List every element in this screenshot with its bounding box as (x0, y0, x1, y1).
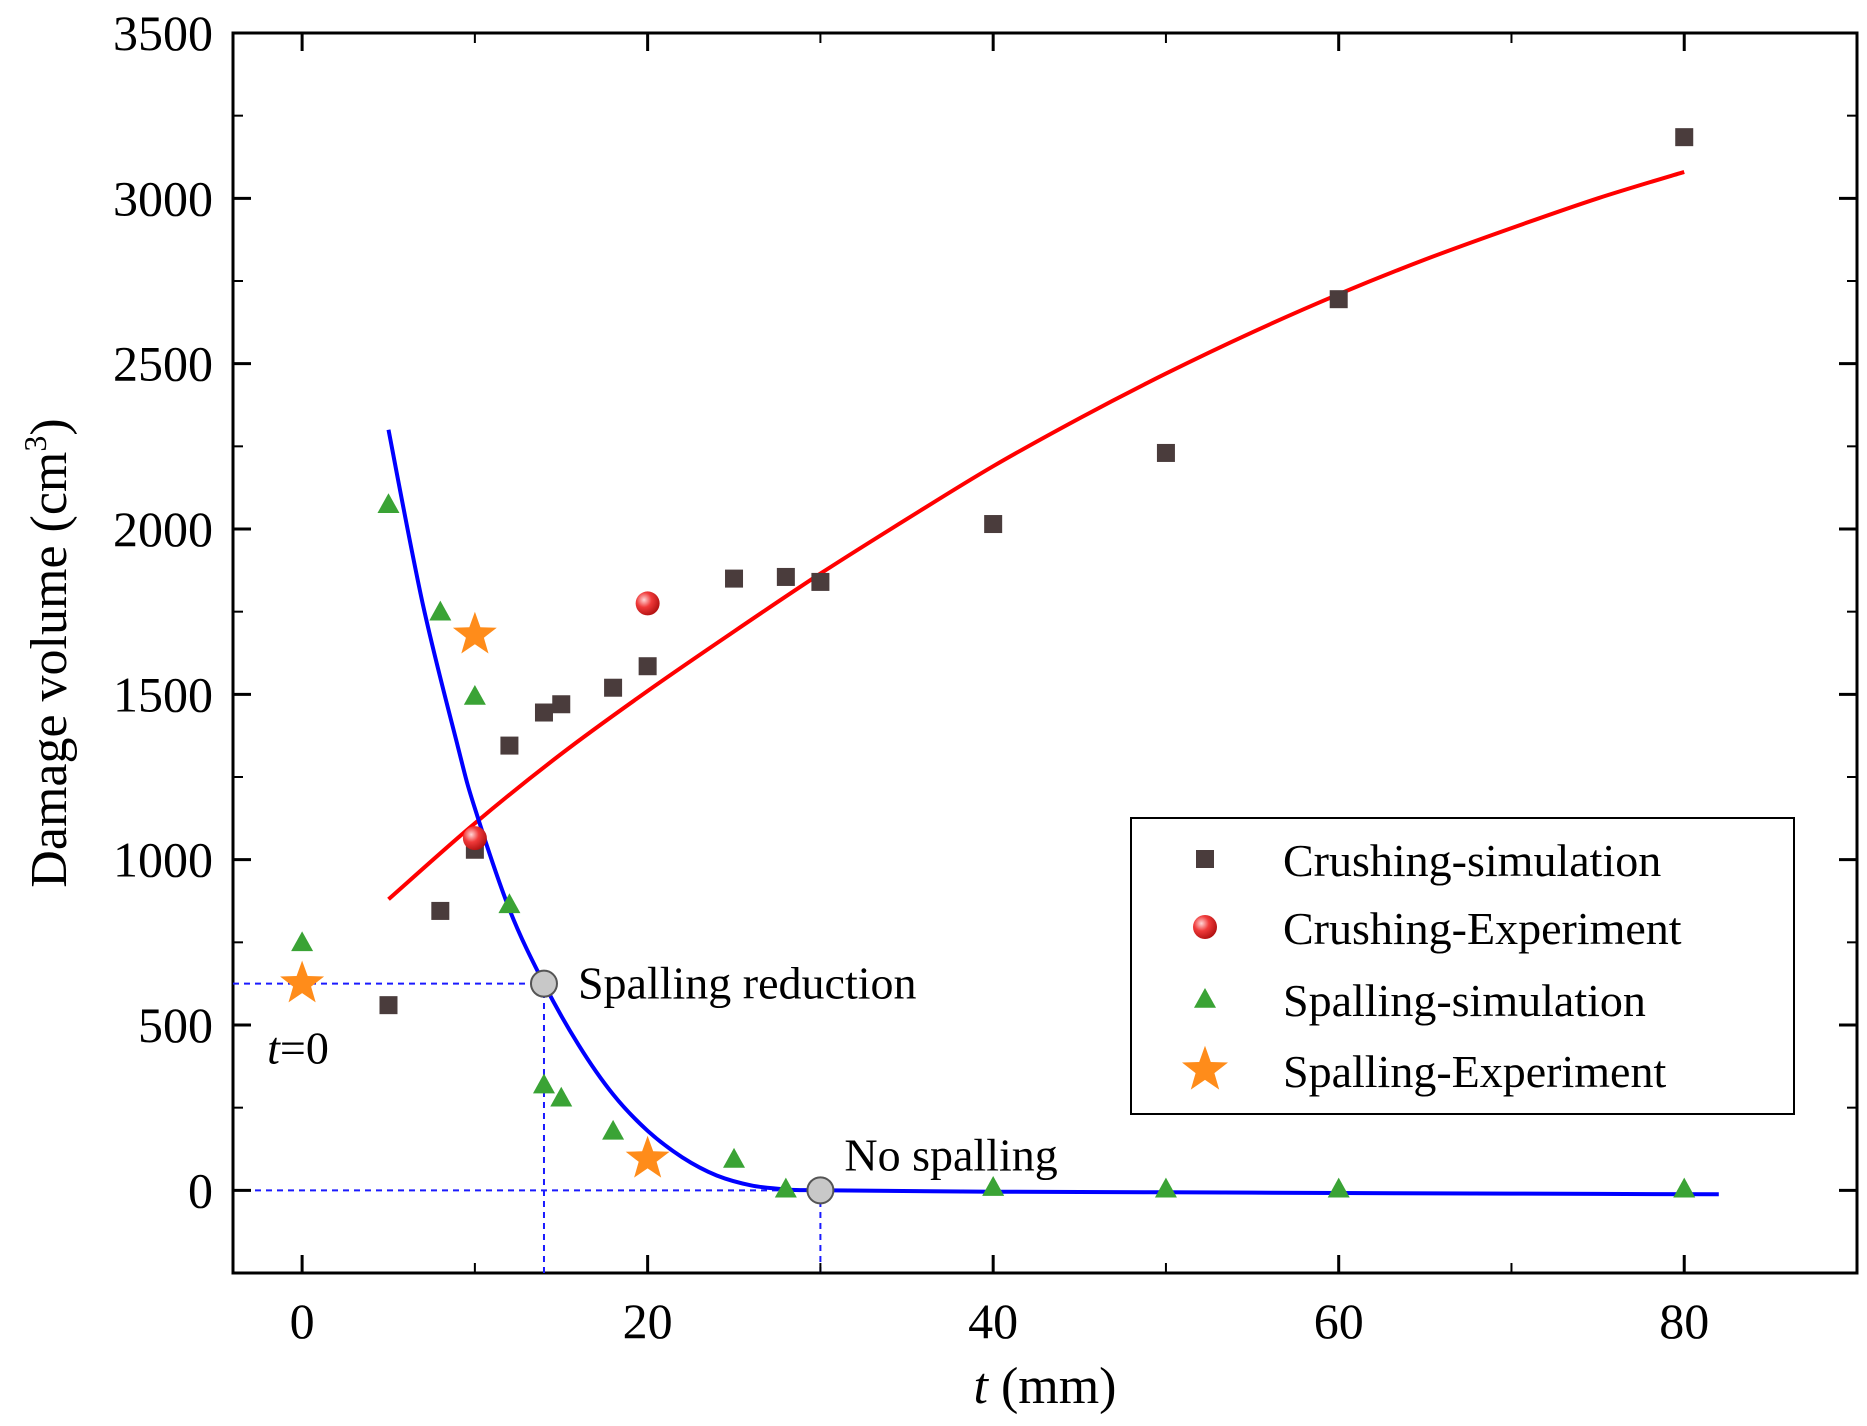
spalling-experiment-point (280, 960, 325, 1003)
crushing-simulation-point (500, 736, 519, 755)
no-spalling-point (806, 1176, 835, 1205)
x-tick-label: 60 (1314, 1293, 1364, 1349)
crushing-simulation-point (776, 567, 795, 586)
spalling-reduction-label: Spalling reduction (578, 958, 917, 1009)
legend-label: Spalling-Experiment (1283, 1046, 1666, 1097)
spalling-experiment-point (452, 611, 497, 654)
data-markers (280, 128, 1696, 1198)
x-tick-label: 20 (623, 1293, 673, 1349)
spalling-simulation-point (774, 1177, 797, 1198)
crushing-simulation-point (811, 572, 830, 591)
annotations: Spalling reduction No spalling t=0 (267, 958, 1058, 1205)
crushing-experiment-point (635, 591, 660, 616)
spalling-simulation-point (982, 1176, 1005, 1196)
t-zero-label: t=0 (267, 1023, 329, 1074)
spalling-simulation-point (550, 1086, 573, 1107)
spalling-simulation-point (463, 684, 486, 705)
legend-label: Spalling-simulation (1283, 975, 1646, 1026)
x-tick-label: 80 (1659, 1293, 1709, 1349)
no-spalling-label: No spalling (844, 1129, 1057, 1180)
y-tick-label: 3500 (113, 5, 213, 61)
legend-box (1130, 817, 1795, 1115)
legend-marker (1193, 915, 1217, 939)
spalling-simulation-point (1154, 1177, 1177, 1198)
fit-curve (386, 429, 1719, 1197)
spalling-simulation-point (1673, 1177, 1696, 1198)
spalling-simulation-point (723, 1147, 746, 1168)
spalling-simulation-point (498, 893, 521, 914)
plot-frame (231, 31, 1859, 1275)
crushing-simulation-point (604, 678, 623, 697)
y-tick-label: 2500 (113, 336, 213, 392)
crushing-simulation-point (984, 515, 1003, 534)
axis-ticks (233, 31, 1857, 1274)
crushing-simulation-point (379, 996, 398, 1015)
y-tick-label: 500 (138, 997, 213, 1053)
spalling-simulation-point (602, 1119, 625, 1140)
crushing-experiment-point (462, 826, 487, 851)
crushing-simulation-point (725, 569, 744, 588)
y-tick-label: 0 (188, 1162, 213, 1218)
spalling-simulation-point (1327, 1177, 1350, 1198)
legend-marker (1196, 850, 1214, 868)
spalling-simulation-point (532, 1073, 555, 1094)
spalling-simulation-point (429, 600, 452, 621)
spalling-simulation-point (291, 931, 314, 952)
y-tick-label: 2000 (113, 501, 213, 557)
x-axis-label: t (mm) (974, 1358, 1117, 1415)
legend-label: Crushing-Experiment (1283, 903, 1682, 954)
x-tick-label: 40 (968, 1293, 1018, 1349)
legend: Crushing-simulation Crushing-Experiment Sp… (1130, 817, 1795, 1115)
crushing-simulation-point (1156, 443, 1175, 462)
crushing-simulation-point (638, 657, 657, 676)
crushing-simulation-point (431, 901, 450, 920)
axis-tick-labels: 0 20 40 60 80 0 500 1000 1500 2000 2500 3000 3500 (113, 5, 1709, 1349)
legend-marker (1182, 1045, 1228, 1090)
x-tick-label: 0 (290, 1293, 315, 1349)
spalling-reduction-point (529, 969, 558, 998)
crushing-simulation-point (1329, 290, 1348, 309)
y-tick-label: 1500 (113, 666, 213, 722)
crushing-simulation-point (1675, 128, 1694, 147)
crushing-simulation-point (552, 695, 571, 714)
legend-label: Crushing-simulation (1283, 835, 1661, 886)
spalling-experiment-point (625, 1135, 670, 1178)
y-tick-label: 1000 (113, 832, 213, 888)
y-tick-label: 3000 (113, 170, 213, 226)
fit-curve (387, 169, 1685, 901)
crushing-simulation-point (534, 703, 553, 722)
spalling-simulation-point (377, 493, 400, 513)
legend-marker (1194, 988, 1216, 1008)
fit-curves (386, 169, 1719, 1197)
y-axis-label: Damage volume (cm3) (17, 418, 78, 887)
